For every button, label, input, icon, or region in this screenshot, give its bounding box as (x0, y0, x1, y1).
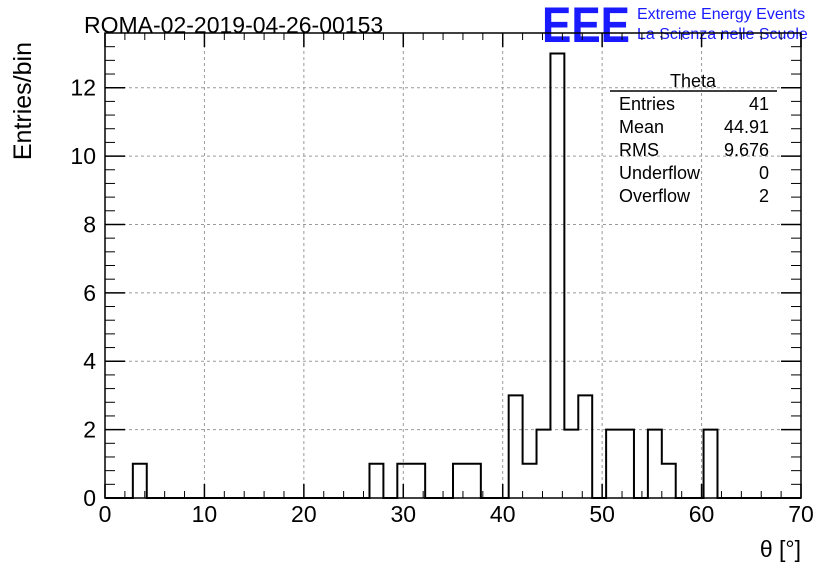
y-tick-label: 2 (83, 417, 96, 443)
axis-ticks (104, 33, 802, 499)
y-axis-label: Entries/bin (9, 42, 37, 160)
x-tick-label: 40 (490, 501, 516, 527)
stats-value: 41 (749, 94, 769, 114)
plot-frame (104, 32, 802, 499)
x-axis-label: θ [°] (760, 536, 801, 562)
eee-logo-mark: EEE (542, 0, 630, 53)
y-tick-label: 8 (83, 211, 96, 237)
x-tick-label: 60 (689, 501, 715, 527)
stats-label: Overflow (619, 186, 691, 206)
y-tick-label: 4 (83, 348, 96, 374)
x-tick-label: 50 (589, 501, 615, 527)
stats-label: Mean (619, 117, 664, 137)
eee-logo-line1: Extreme Energy Events (637, 6, 805, 23)
x-tick-label: 0 (99, 501, 112, 527)
stats-value: 9.676 (724, 140, 769, 160)
run-title: ROMA-02-2019-04-26-00153 (84, 12, 383, 38)
eee-logo: EEE Extreme Energy Events La Scienza nel… (542, 0, 808, 53)
stats-label: Underflow (619, 163, 701, 183)
y-tick-label: 0 (83, 485, 96, 511)
stats-box: Theta Entries 41 Mean 44.91 RMS 9.676 Underflo… (610, 71, 777, 206)
grid-lines (105, 33, 801, 498)
stats-label: Entries (619, 94, 675, 114)
stats-box-title: Theta (670, 71, 717, 91)
x-tick-label: 70 (788, 501, 814, 527)
y-tick-labels: 0 2 4 6 8 10 12 (70, 75, 96, 511)
y-tick-label: 10 (70, 143, 96, 169)
stats-value: 2 (759, 186, 769, 206)
x-tick-labels: 0 10 20 30 40 50 60 70 (99, 501, 814, 527)
x-tick-label: 20 (291, 501, 317, 527)
stats-value: 0 (759, 163, 769, 183)
x-tick-label: 10 (192, 501, 218, 527)
x-tick-label: 30 (390, 501, 416, 527)
stats-label: RMS (619, 140, 659, 160)
eee-logo-line2: La Scienza nelle Scuole (637, 26, 808, 43)
histogram-line (105, 52, 801, 499)
stats-value: 44.91 (724, 117, 769, 137)
y-tick-label: 6 (83, 280, 96, 306)
y-tick-label: 12 (70, 75, 96, 101)
